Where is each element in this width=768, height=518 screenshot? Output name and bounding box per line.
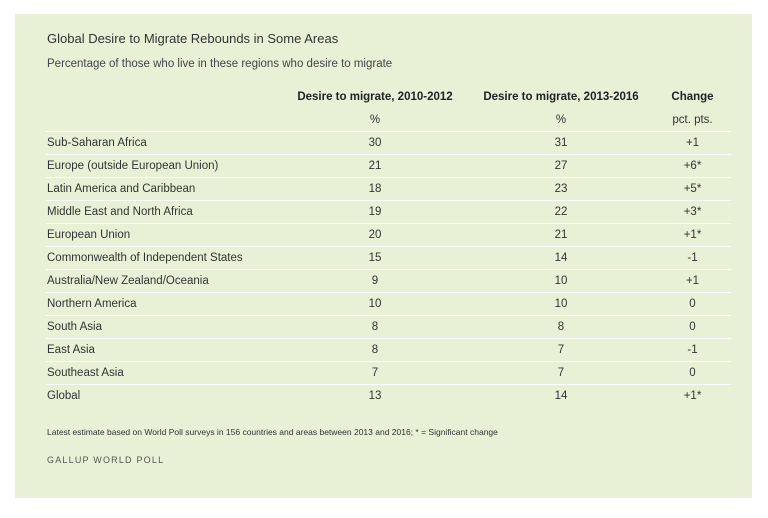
table-row: Europe (outside European Union) 21 27 +6…	[46, 154, 731, 178]
value-2013-2016-cell: 10	[468, 269, 654, 293]
unit-row: % % pct. pts.	[46, 108, 731, 132]
table-row: Australia/New Zealand/Oceania 9 10 +1	[46, 269, 731, 293]
region-cell: Australia/New Zealand/Oceania	[46, 269, 282, 293]
table-row: Commonwealth of Independent States 15 14…	[46, 246, 731, 270]
value-2013-2016-cell: 23	[468, 177, 654, 201]
value-2013-2016-cell: 14	[468, 384, 654, 407]
unit-change: pct. pts.	[672, 113, 713, 126]
header-region	[46, 85, 282, 108]
value-2013-2016-cell: 10	[468, 292, 654, 316]
value-2013-2016-cell: 7	[468, 361, 654, 385]
region-cell: Latin America and Caribbean	[46, 177, 282, 201]
value-2013-2016-cell: 31	[468, 131, 654, 155]
chart-panel: Global Desire to Migrate Rebounds in Som…	[15, 14, 752, 498]
change-cell: +1*	[654, 223, 731, 247]
value-2010-2012-cell: 30	[282, 131, 468, 155]
table-row: Northern America 10 10 0	[46, 292, 731, 316]
table-row: Latin America and Caribbean 18 23 +5*	[46, 177, 731, 201]
source-label: GALLUP WORLD POLL	[47, 455, 165, 465]
region-cell: Europe (outside European Union)	[46, 154, 282, 178]
migration-table: Desire to migrate, 2010-2012 Desire to m…	[46, 85, 731, 407]
change-cell: +5*	[654, 177, 731, 201]
value-2010-2012-cell: 9	[282, 269, 468, 293]
header-2013-2016: Desire to migrate, 2013-2016	[483, 90, 639, 103]
change-cell: -1	[654, 246, 731, 270]
value-2010-2012-cell: 15	[282, 246, 468, 270]
value-2010-2012-cell: 8	[282, 338, 468, 362]
table-row: South Asia 8 8 0	[46, 315, 731, 339]
table-row-global: Global 13 14 +1*	[46, 384, 731, 407]
value-2010-2012-cell: 10	[282, 292, 468, 316]
region-cell: Sub-Saharan Africa	[46, 131, 282, 155]
table-row: European Union 20 21 +1*	[46, 223, 731, 247]
value-2010-2012-cell: 8	[282, 315, 468, 339]
table-row: Middle East and North Africa 19 22 +3*	[46, 200, 731, 224]
value-2013-2016-cell: 8	[468, 315, 654, 339]
header-row: Desire to migrate, 2010-2012 Desire to m…	[46, 85, 731, 108]
change-cell: 0	[654, 315, 731, 339]
change-cell: +6*	[654, 154, 731, 178]
unit-2010-2012: %	[369, 113, 381, 126]
header-change: Change	[671, 90, 714, 103]
table-row: East Asia 8 7 -1	[46, 338, 731, 362]
change-cell: +1*	[654, 384, 731, 407]
footnote: Latest estimate based on World Poll surv…	[47, 427, 498, 437]
region-cell: Southeast Asia	[46, 361, 282, 385]
region-cell: East Asia	[46, 338, 282, 362]
region-cell: Northern America	[46, 292, 282, 316]
value-2010-2012-cell: 20	[282, 223, 468, 247]
value-2013-2016-cell: 22	[468, 200, 654, 224]
region-cell: European Union	[46, 223, 282, 247]
table-row: Southeast Asia 7 7 0	[46, 361, 731, 385]
chart-title: Global Desire to Migrate Rebounds in Som…	[47, 31, 339, 46]
change-cell: +1	[654, 131, 731, 155]
region-cell: South Asia	[46, 315, 282, 339]
region-cell: Commonwealth of Independent States	[46, 246, 282, 270]
value-2013-2016-cell: 21	[468, 223, 654, 247]
region-cell: Global	[46, 384, 282, 407]
change-cell: 0	[654, 292, 731, 316]
region-cell: Middle East and North Africa	[46, 200, 282, 224]
table-row: Sub-Saharan Africa 30 31 +1	[46, 131, 731, 155]
value-2010-2012-cell: 18	[282, 177, 468, 201]
change-cell: 0	[654, 361, 731, 385]
change-cell: -1	[654, 338, 731, 362]
value-2010-2012-cell: 19	[282, 200, 468, 224]
change-cell: +1	[654, 269, 731, 293]
value-2010-2012-cell: 21	[282, 154, 468, 178]
chart-subtitle: Percentage of those who live in these re…	[47, 58, 393, 70]
header-2010-2012: Desire to migrate, 2010-2012	[297, 90, 453, 103]
unit-region	[46, 108, 282, 132]
value-2010-2012-cell: 7	[282, 361, 468, 385]
change-cell: +3*	[654, 200, 731, 224]
value-2013-2016-cell: 7	[468, 338, 654, 362]
value-2013-2016-cell: 27	[468, 154, 654, 178]
table-body: Sub-Saharan Africa 30 31 +1 Europe (outs…	[46, 131, 731, 407]
value-2010-2012-cell: 13	[282, 384, 468, 407]
unit-2013-2016: %	[555, 113, 567, 126]
value-2013-2016-cell: 14	[468, 246, 654, 270]
